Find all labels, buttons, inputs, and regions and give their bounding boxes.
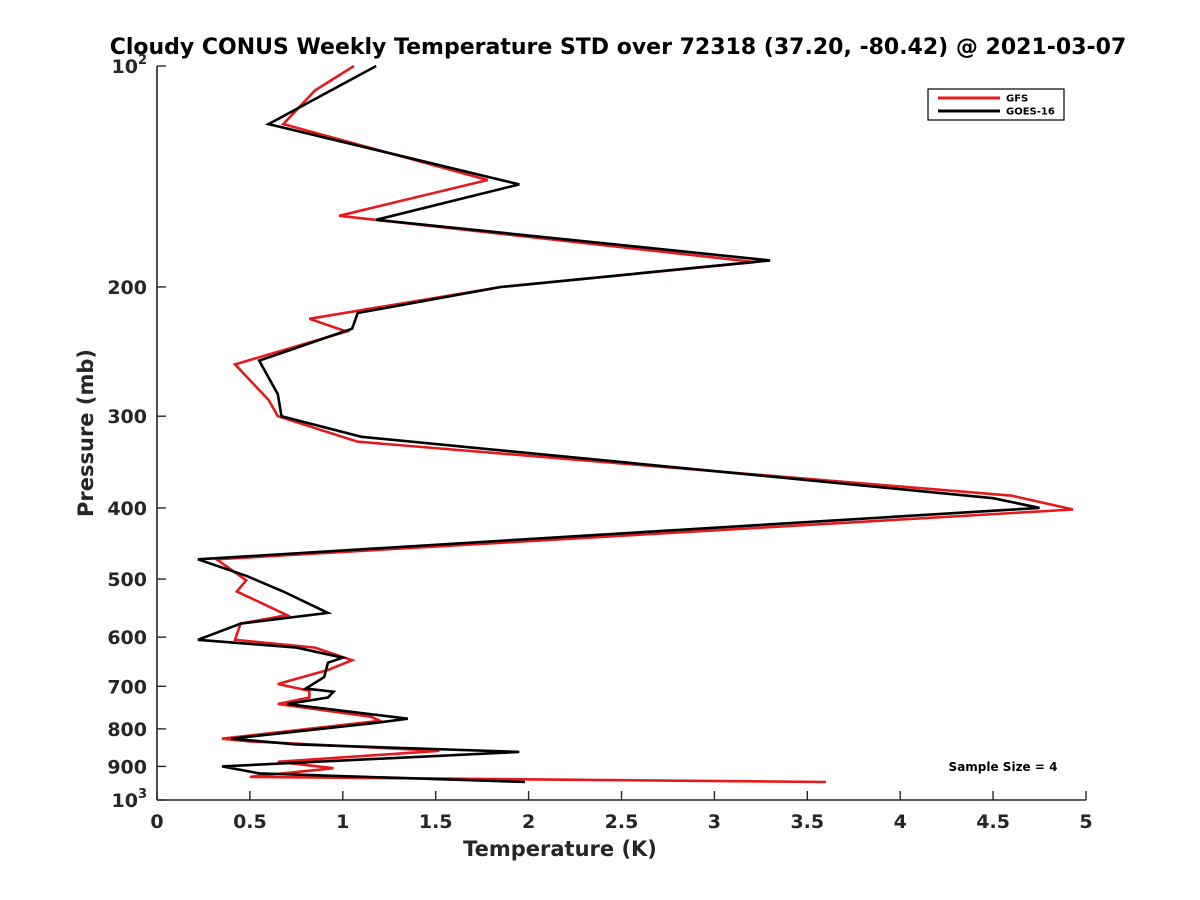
x-tick-label: 1: [336, 811, 349, 833]
x-tick-label: 4.5: [976, 811, 1010, 833]
y-axis-label: Pressure (mb): [74, 349, 98, 517]
legend-label-gfs: GFS: [1006, 94, 1028, 105]
y-tick-label: 400: [107, 498, 147, 520]
series-layer: [197, 64, 1074, 784]
y-tick-label: 200: [107, 277, 147, 299]
y-tick-label: 300: [107, 406, 147, 428]
x-tick-label: 0.5: [233, 811, 267, 833]
x-tick-label: 1.5: [419, 811, 453, 833]
y-tick-label: 103: [112, 787, 148, 812]
x-tick-label: 3.5: [790, 811, 824, 833]
sample-size-annotation: Sample Size = 4: [949, 760, 1058, 774]
x-tick-label: 2.5: [605, 811, 639, 833]
legend-label-goes16: GOES-16: [1006, 107, 1055, 118]
series-line-goes16: [197, 64, 1040, 784]
plot-area: 102 200 300 400 500 600 700 800 900 103 0 0.5 1 1.5 2…: [107, 53, 1092, 833]
y-tick-label: 700: [107, 676, 147, 698]
y-tick-label: 102: [112, 53, 148, 78]
x-axis-label: Temperature (K): [463, 837, 657, 861]
x-tick-label: 4: [894, 811, 907, 833]
y-tick-label: 600: [107, 627, 147, 649]
y-tick-label: 900: [107, 756, 147, 778]
x-tick-label: 2: [522, 811, 535, 833]
legend-box: [927, 88, 1065, 121]
x-tick-label: 3: [708, 811, 721, 833]
legend: GFS GOES-16: [927, 88, 1065, 121]
y-tick-label: 500: [107, 569, 147, 591]
x-axis-ticks: 0 0.5 1 1.5 2 2.5 3 3.5 4 4.5 5: [150, 791, 1093, 833]
chart-title: Cloudy CONUS Weekly Temperature STD over…: [110, 35, 1127, 60]
x-tick-label: 5: [1079, 811, 1092, 833]
x-tick-label: 0: [150, 811, 163, 833]
y-axis-ticks: 102 200 300 400 500 600 700 800 900 103: [107, 53, 166, 812]
y-tick-label: 800: [107, 719, 147, 741]
